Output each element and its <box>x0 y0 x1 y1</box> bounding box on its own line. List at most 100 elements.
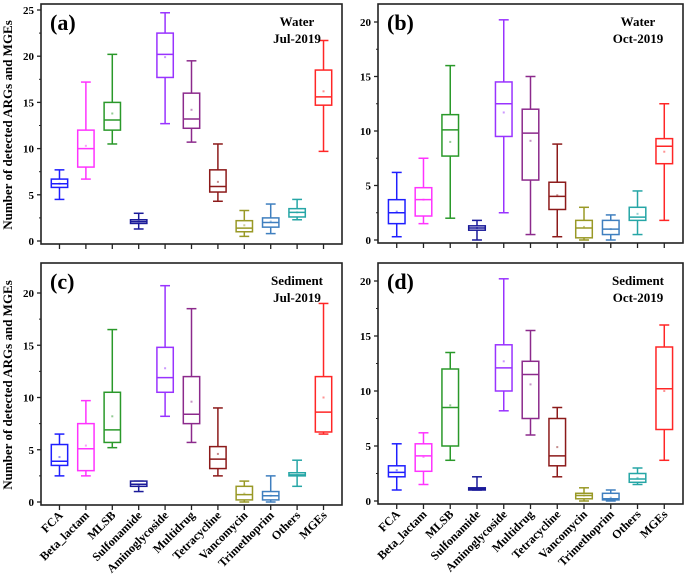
box-fca <box>387 443 406 491</box>
box-sulfonamide <box>467 219 487 241</box>
mean-marker <box>190 108 193 111</box>
box-others <box>628 190 647 236</box>
y-tick-label: 10 <box>360 386 372 398</box>
mean-marker <box>395 469 398 472</box>
box-others <box>628 467 647 486</box>
y-tick-label: 10 <box>23 393 35 405</box>
y-tick-label: 20 <box>23 288 35 300</box>
mean-marker <box>395 210 398 213</box>
box-fca <box>50 433 69 477</box>
mean-marker <box>449 404 452 407</box>
panel-c: 05101520FCABeta_lactamMLSBSulfonamideAmi… <box>0 262 343 576</box>
box-trimethoprim <box>261 475 280 503</box>
box-others <box>288 459 307 488</box>
box-vancomycin <box>235 480 254 503</box>
panel-title-line: Water <box>621 14 656 29</box>
mean-marker <box>216 180 219 183</box>
box-iqr <box>521 108 540 181</box>
y-tick-label: 15 <box>23 97 35 109</box>
mean-marker <box>137 484 140 487</box>
panel-title-line: Sediment <box>271 273 324 288</box>
box-trimethoprim <box>601 214 620 241</box>
panel-b: 0 5 10 15 20 (b) Water Oct-2019 <box>360 3 684 248</box>
x-tick-label: MGEs <box>637 507 671 541</box>
mean-marker <box>422 198 425 201</box>
box-tetracycline <box>208 407 227 477</box>
panel-a: 0 5 10 15 20 25 (a) Water Jul-2019 Number of dete… <box>0 3 343 249</box>
box-vancomycin <box>574 206 594 241</box>
box-beta_lactam <box>76 81 95 180</box>
box-beta_lactam <box>414 432 433 486</box>
box-iqr <box>601 219 620 236</box>
y-tick-label: 10 <box>23 144 35 156</box>
y-tick-label: 20 <box>360 276 372 288</box>
mean-marker <box>111 415 114 418</box>
panel-label: (b) <box>387 10 414 35</box>
box-mlsb <box>441 351 460 462</box>
y-tick-label: 15 <box>23 340 35 352</box>
y-axis-label: Number of detected ARGs and MGEs <box>0 280 15 490</box>
mean-marker <box>58 182 61 185</box>
mean-marker <box>529 139 532 142</box>
box-sulfonamide <box>129 480 148 493</box>
y-tick-label: 5 <box>366 181 372 193</box>
y-axis-label: Number of detected ARGs and MGEs <box>0 20 15 230</box>
y-tick-label: 0 <box>29 236 35 248</box>
x-tick-label: Others <box>268 508 303 543</box>
mean-marker <box>556 446 559 449</box>
box-tetracycline <box>208 143 227 203</box>
panel-label: (d) <box>387 269 414 294</box>
y-tick-label: 15 <box>360 331 372 343</box>
mean-marker <box>269 220 272 223</box>
mean-marker <box>556 194 559 197</box>
mean-marker <box>636 212 639 215</box>
box-fca <box>50 169 69 201</box>
panel-title-line: Sediment <box>612 273 665 288</box>
box-mlsb <box>103 53 122 145</box>
mean-marker <box>609 496 612 499</box>
y-tick-label: 0 <box>366 496 372 508</box>
box-iqr <box>601 492 620 501</box>
box-iqr <box>494 81 513 138</box>
box-mges <box>655 103 674 222</box>
mean-marker <box>296 473 299 476</box>
mean-marker <box>475 227 478 230</box>
mean-marker <box>449 140 452 143</box>
y-tick-label: 25 <box>23 5 35 17</box>
box-aminoglycoside <box>494 278 513 412</box>
box-multidrug <box>521 329 540 436</box>
x-tick-label: Beta_lactam <box>37 508 92 563</box>
box-iqr <box>103 101 122 131</box>
box-aminoglycoside <box>156 284 175 418</box>
mean-marker <box>529 383 532 386</box>
mean-marker <box>269 494 272 497</box>
box-trimethoprim <box>601 489 620 502</box>
panel-label: (a) <box>50 10 76 35</box>
box-trimethoprim <box>261 203 280 235</box>
mean-marker <box>663 390 666 392</box>
box-iqr <box>76 422 95 472</box>
x-tick-label: Beta_lactam <box>374 507 429 562</box>
panel-title-line: Jul-2019 <box>273 290 321 305</box>
mean-marker <box>663 150 666 153</box>
box-iqr <box>103 391 122 444</box>
mean-marker <box>243 492 246 495</box>
box-iqr <box>548 417 567 467</box>
mean-marker <box>84 144 87 147</box>
y-tick-label: 15 <box>360 72 372 84</box>
mean-marker <box>502 360 505 363</box>
y-tick-label: 20 <box>23 51 35 63</box>
box-iqr <box>521 360 540 420</box>
box-sulfonamide <box>467 476 487 491</box>
box-vancomycin <box>235 209 254 238</box>
box-beta_lactam <box>76 399 95 477</box>
mean-marker <box>58 456 61 459</box>
mean-marker <box>111 112 114 115</box>
box-beta_lactam <box>414 157 433 225</box>
box-mges <box>655 324 674 462</box>
panel-label: (c) <box>50 269 74 294</box>
y-tick-label: 5 <box>29 190 35 202</box>
mean-marker <box>583 494 586 497</box>
box-iqr <box>50 443 69 467</box>
